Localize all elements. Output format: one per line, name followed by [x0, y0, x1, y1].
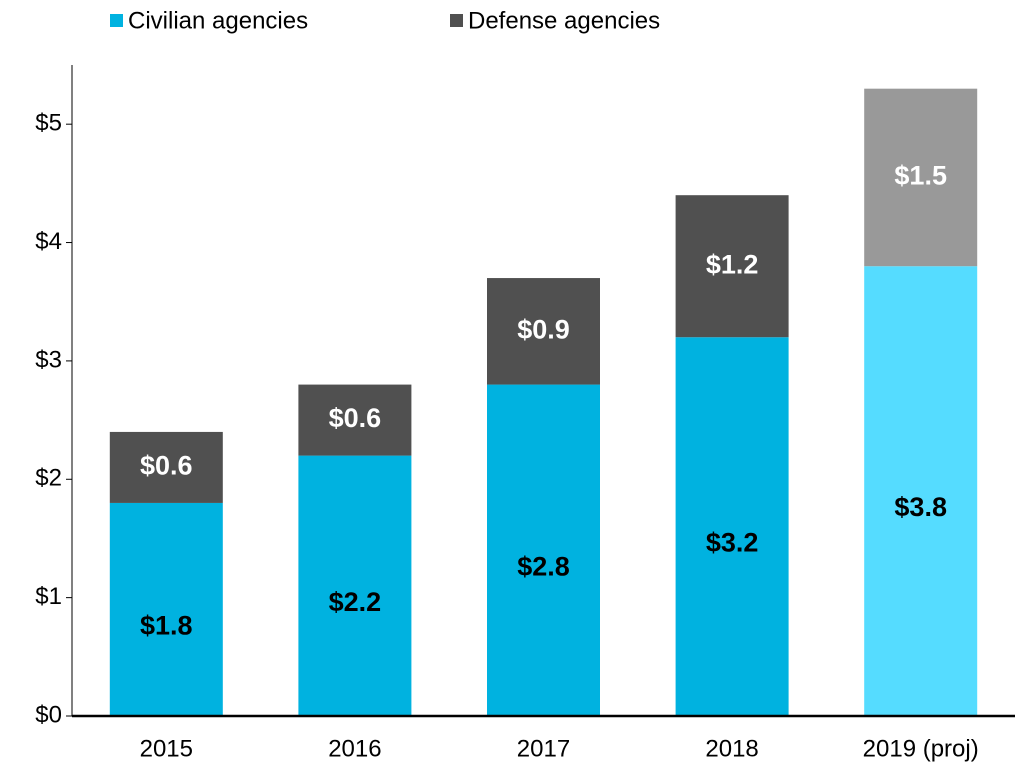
value-label: $0.6 [329, 403, 382, 433]
y-tick-label: $4 [35, 228, 62, 255]
bar-segment [298, 455, 412, 716]
bar-segment [864, 88, 978, 267]
bar-segment [864, 266, 978, 716]
bar-segment [487, 384, 600, 716]
x-tick-label: 2016 [328, 735, 381, 762]
bar-segment [109, 502, 223, 716]
value-label: $0.9 [517, 314, 570, 344]
bar-segment [675, 337, 789, 716]
y-tick-label: $0 [35, 701, 62, 728]
value-label: $2.2 [329, 587, 382, 617]
value-label: $3.2 [706, 528, 759, 558]
x-tick-label: 2019 (proj) [863, 735, 979, 762]
y-tick-label: $5 [35, 110, 62, 137]
legend-swatch [450, 14, 463, 27]
bar-segment [109, 431, 223, 503]
bar-segment [675, 195, 789, 338]
value-label: $1.2 [706, 249, 759, 279]
y-tick-label: $1 [35, 583, 62, 610]
legend-swatch [110, 14, 123, 27]
value-label: $2.8 [517, 551, 570, 581]
value-label: $1.5 [894, 161, 947, 191]
y-tick-label: $3 [35, 346, 62, 373]
value-label: $3.8 [894, 492, 947, 522]
value-label: $0.6 [140, 451, 193, 481]
bar-segment [298, 384, 412, 456]
x-tick-label: 2018 [705, 735, 758, 762]
x-tick-label: 2017 [517, 735, 570, 762]
legend-label: Defense agencies [468, 7, 660, 34]
y-tick-label: $2 [35, 465, 62, 492]
bar-segment [487, 278, 600, 385]
legend-label: Civilian agencies [128, 7, 308, 34]
x-tick-label: 2015 [140, 735, 193, 762]
value-label: $1.8 [140, 611, 193, 641]
